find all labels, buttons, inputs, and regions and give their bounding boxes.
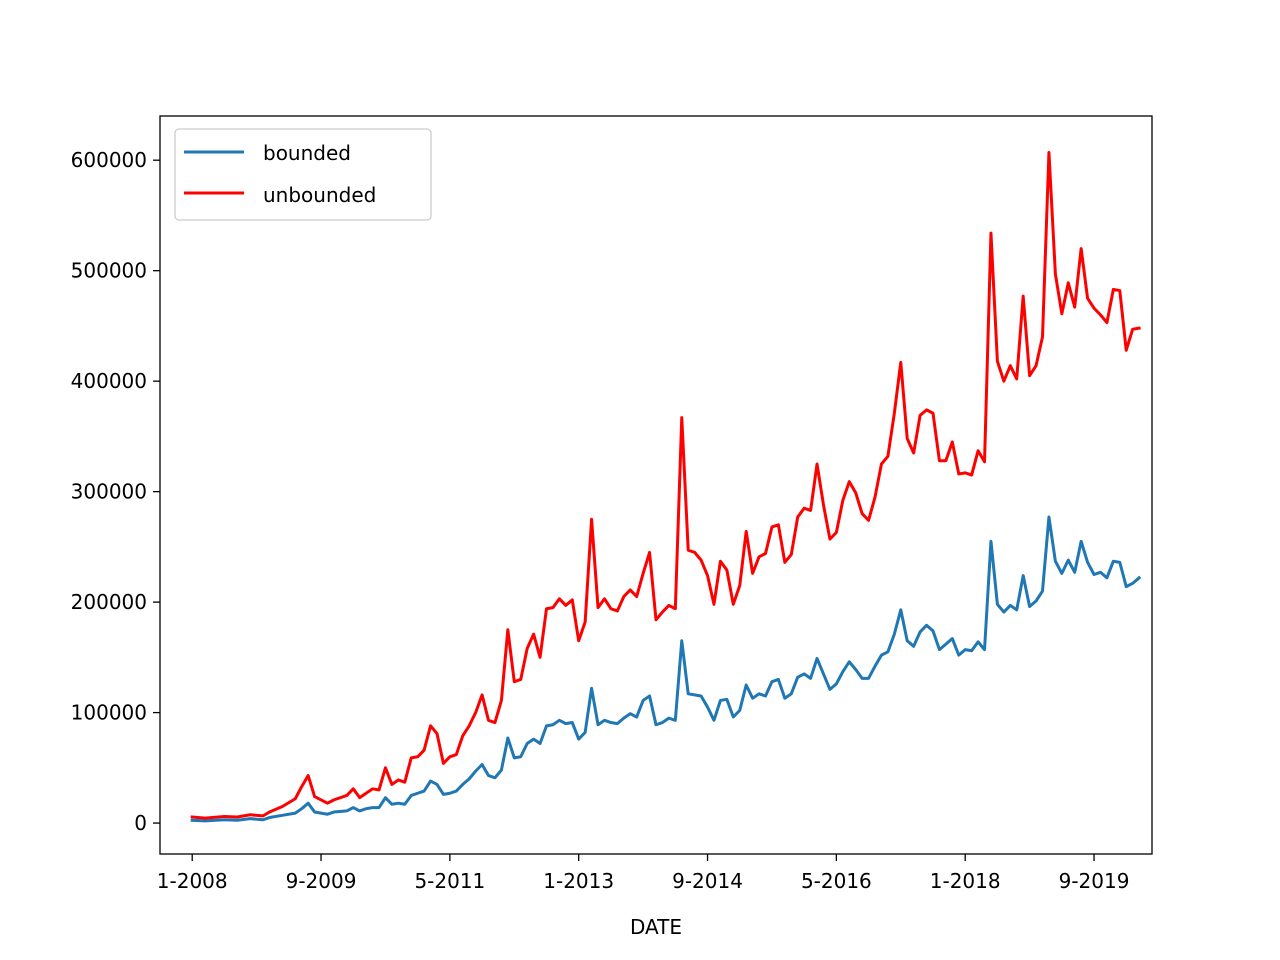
axes-frame xyxy=(159,115,1153,855)
y-tick-label: 600000 xyxy=(71,148,147,172)
x-axis-title: DATE xyxy=(630,915,682,939)
legend-label-bounded: bounded xyxy=(263,141,351,165)
y-tick-label: 200000 xyxy=(71,590,147,614)
plot-area xyxy=(190,150,1142,823)
y-tick-label: 400000 xyxy=(71,369,147,393)
y-tick-label: 300000 xyxy=(71,480,147,504)
series-line-unbounded xyxy=(190,150,1141,820)
x-axis: 1-2008 9-2009 5-2011 1-2013 9-2014 5-2016 1-20… xyxy=(157,854,1130,893)
series-line-bounded xyxy=(190,515,1142,823)
y-tick-label: 100000 xyxy=(71,701,147,725)
x-tick-label: 1-2013 xyxy=(543,869,614,893)
y-tick-label: 0 xyxy=(134,811,147,835)
y-axis: 0 100000 200000 300000 400000 500000 600000 xyxy=(71,148,160,835)
legend: bounded unbounded xyxy=(174,128,432,221)
x-tick-label: 9-2019 xyxy=(1059,869,1130,893)
x-tick-label: 1-2018 xyxy=(930,869,1001,893)
x-tick-label: 1-2008 xyxy=(157,869,228,893)
x-tick-label: 9-2009 xyxy=(286,869,357,893)
x-tick-label: 5-2011 xyxy=(414,869,485,893)
y-tick-label: 500000 xyxy=(71,259,147,283)
x-tick-label: 9-2014 xyxy=(672,869,743,893)
x-tick-label: 5-2016 xyxy=(801,869,872,893)
legend-label-unbounded: unbounded xyxy=(263,183,376,207)
